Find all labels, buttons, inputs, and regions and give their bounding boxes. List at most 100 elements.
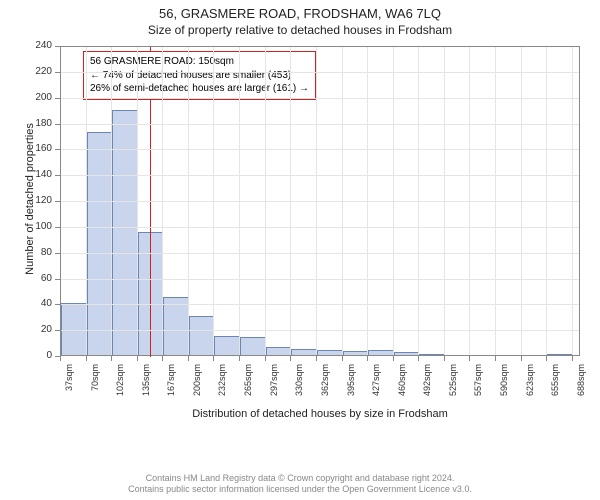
y-tick-label: 120 <box>22 195 52 206</box>
x-tick-mark <box>213 356 214 361</box>
x-tick-mark <box>393 356 394 361</box>
y-tick-mark <box>55 46 60 47</box>
x-tick-label: 688sqm <box>576 364 586 404</box>
y-tick-mark <box>55 304 60 305</box>
x-tick-label: 167sqm <box>166 364 176 404</box>
y-tick-mark <box>55 330 60 331</box>
grid-line <box>61 279 579 280</box>
grid-line <box>188 47 189 355</box>
y-tick-label: 240 <box>22 40 52 51</box>
y-tick-mark <box>55 98 60 99</box>
grid-line <box>162 47 163 355</box>
grid-line <box>61 124 579 125</box>
x-tick-mark <box>188 356 189 361</box>
x-tick-mark <box>418 356 419 361</box>
y-tick-mark <box>55 72 60 73</box>
grid-line <box>290 47 291 355</box>
x-axis-label: Distribution of detached houses by size … <box>60 408 580 420</box>
y-tick-label: 60 <box>22 273 52 284</box>
grid-line <box>239 47 240 355</box>
grid-line <box>521 47 522 355</box>
grid-line <box>61 149 579 150</box>
footer-line2: Contains public sector information licen… <box>0 484 600 496</box>
histogram-bar <box>547 354 573 355</box>
grid-line <box>418 47 419 355</box>
annotation-line1: 56 GRASMERE ROAD: 150sqm <box>90 55 309 69</box>
grid-line <box>61 98 579 99</box>
x-tick-mark <box>111 356 112 361</box>
histogram-bar <box>317 350 343 355</box>
y-tick-mark <box>55 279 60 280</box>
x-tick-label: 232sqm <box>217 364 227 404</box>
histogram-chart: Number of detached properties 56 GRASMER… <box>0 40 600 430</box>
x-tick-mark <box>444 356 445 361</box>
grid-line <box>111 47 112 355</box>
page-title: 56, GRASMERE ROAD, FRODSHAM, WA6 7LQ <box>0 0 600 21</box>
x-tick-mark <box>86 356 87 361</box>
histogram-bar <box>163 297 189 355</box>
grid-line <box>86 47 87 355</box>
grid-line <box>137 47 138 355</box>
x-tick-label: 427sqm <box>371 364 381 404</box>
y-tick-mark <box>55 175 60 176</box>
x-tick-label: 200sqm <box>192 364 202 404</box>
x-tick-label: 70sqm <box>90 364 100 404</box>
x-tick-mark <box>546 356 547 361</box>
x-tick-label: 102sqm <box>115 364 125 404</box>
y-tick-mark <box>55 124 60 125</box>
y-tick-label: 80 <box>22 247 52 258</box>
y-tick-label: 180 <box>22 118 52 129</box>
y-tick-label: 20 <box>22 324 52 335</box>
annotation-line3: 26% of semi-detached houses are larger (… <box>90 82 309 96</box>
y-tick-mark <box>55 149 60 150</box>
histogram-bar <box>266 347 292 355</box>
grid-line <box>61 330 579 331</box>
x-tick-label: 362sqm <box>320 364 330 404</box>
grid-line <box>61 72 579 73</box>
annotation-box: 56 GRASMERE ROAD: 150sqm← 74% of detache… <box>83 51 316 100</box>
x-tick-label: 590sqm <box>499 364 509 404</box>
grid-line <box>572 47 573 355</box>
chart-subtitle: Size of property relative to detached ho… <box>0 21 600 41</box>
x-tick-mark <box>521 356 522 361</box>
x-tick-mark <box>469 356 470 361</box>
grid-line <box>342 47 343 355</box>
x-tick-label: 655sqm <box>550 364 560 404</box>
histogram-bar <box>240 337 265 355</box>
y-tick-label: 0 <box>22 350 52 361</box>
x-tick-label: 37sqm <box>64 364 74 404</box>
histogram-bar <box>394 352 419 355</box>
x-tick-label: 395sqm <box>346 364 356 404</box>
histogram-bar <box>112 110 138 355</box>
grid-line <box>61 253 579 254</box>
y-tick-label: 40 <box>22 298 52 309</box>
grid-line <box>213 47 214 355</box>
x-tick-label: 492sqm <box>422 364 432 404</box>
x-tick-mark <box>572 356 573 361</box>
grid-line <box>61 201 579 202</box>
grid-line <box>61 304 579 305</box>
footer-attribution: Contains HM Land Registry data © Crown c… <box>0 473 600 496</box>
x-tick-label: 135sqm <box>141 364 151 404</box>
x-tick-mark <box>162 356 163 361</box>
histogram-bar <box>189 316 214 355</box>
x-tick-mark <box>265 356 266 361</box>
histogram-bar <box>419 354 445 355</box>
grid-line <box>265 47 266 355</box>
x-tick-mark <box>290 356 291 361</box>
grid-line <box>61 175 579 176</box>
grid-line <box>393 47 394 355</box>
x-tick-label: 623sqm <box>525 364 535 404</box>
y-tick-mark <box>55 201 60 202</box>
y-tick-mark <box>55 227 60 228</box>
x-tick-mark <box>137 356 138 361</box>
x-tick-label: 330sqm <box>294 364 304 404</box>
histogram-bar <box>291 349 316 355</box>
x-tick-label: 297sqm <box>269 364 279 404</box>
x-tick-mark <box>316 356 317 361</box>
x-tick-mark <box>239 356 240 361</box>
grid-line <box>546 47 547 355</box>
grid-line <box>495 47 496 355</box>
grid-line <box>61 227 579 228</box>
y-tick-label: 100 <box>22 221 52 232</box>
